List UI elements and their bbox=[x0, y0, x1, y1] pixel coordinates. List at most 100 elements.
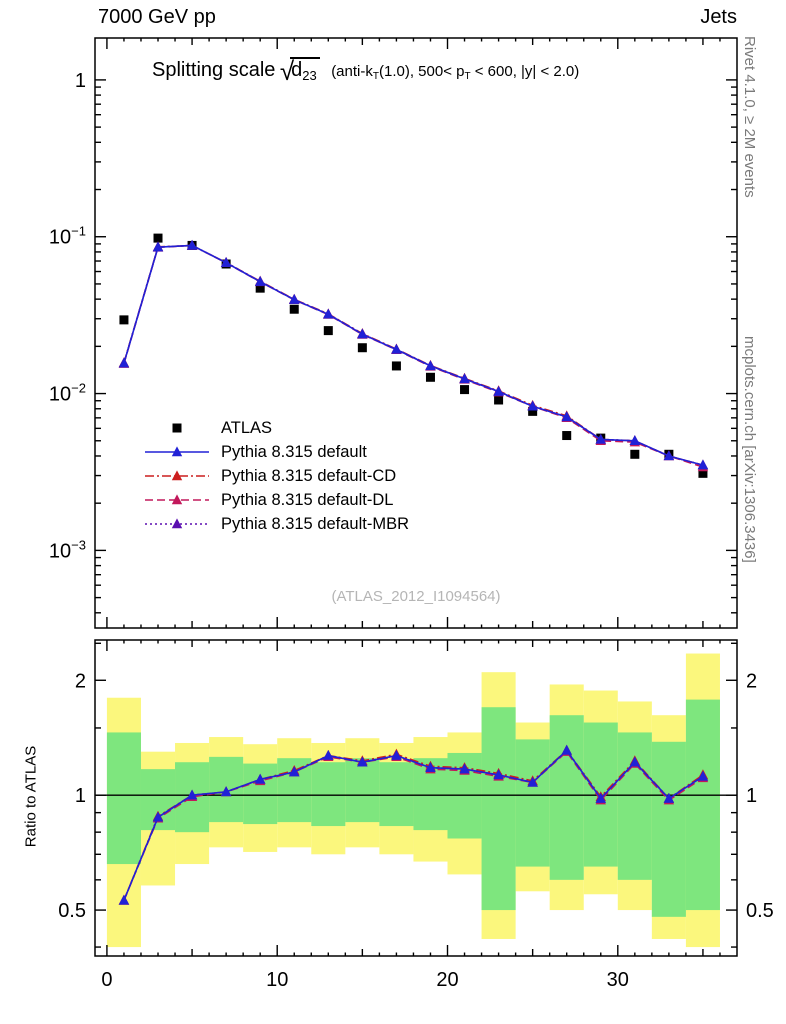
band-inner bbox=[379, 762, 414, 827]
svg-text:0.5: 0.5 bbox=[746, 900, 774, 922]
legend-label-pythia-default-dl: Pythia 8.315 default-DL bbox=[221, 490, 394, 509]
triangle-marker bbox=[289, 294, 300, 304]
svg-text:2: 2 bbox=[75, 670, 86, 692]
legend-label-pythia-default-cd: Pythia 8.315 default-CD bbox=[221, 466, 397, 485]
triangle-marker bbox=[220, 257, 232, 267]
square-marker bbox=[562, 431, 572, 441]
band-inner bbox=[481, 707, 516, 911]
svg-text:0.5: 0.5 bbox=[58, 900, 86, 922]
svg-text:30: 30 bbox=[607, 969, 629, 991]
triangle-marker bbox=[663, 450, 675, 461]
band-inner bbox=[515, 739, 550, 867]
header-beam-label: 7000 GeV pp bbox=[98, 6, 216, 28]
legend-label-pythia-default-mbr: Pythia 8.315 default-MBR bbox=[221, 514, 410, 533]
triangle-marker bbox=[186, 789, 198, 800]
band-inner bbox=[106, 732, 141, 865]
band-inner bbox=[243, 763, 278, 825]
legend-item-atlas: ATLAS bbox=[142, 416, 409, 440]
square-marker bbox=[528, 406, 538, 416]
triangle-marker bbox=[152, 811, 164, 822]
legend-item-pythia-default-dl: Pythia 8.315 default-DL bbox=[142, 488, 409, 512]
legend-swatch-pythia-default-dl bbox=[145, 494, 209, 505]
rivet-version-note: Rivet 4.1.0, ≥ 2M events bbox=[741, 36, 758, 198]
mcplots-arxiv-note: mcplots.cern.ch [arXiv:1306.3436] bbox=[741, 336, 758, 563]
triangle-marker bbox=[527, 400, 538, 411]
triangle-marker bbox=[425, 762, 436, 772]
triangle-marker bbox=[391, 749, 402, 760]
triangle-marker bbox=[561, 744, 572, 755]
triangle-marker bbox=[629, 756, 641, 767]
square-marker bbox=[357, 343, 367, 353]
triangle-marker bbox=[697, 459, 709, 470]
triangle-marker bbox=[186, 239, 198, 250]
triangle-marker bbox=[220, 786, 232, 797]
square-marker bbox=[323, 326, 333, 336]
triangle-marker bbox=[527, 776, 538, 787]
svg-text:0: 0 bbox=[101, 969, 112, 991]
band-inner bbox=[549, 715, 584, 880]
triangle-marker bbox=[391, 343, 402, 354]
triangle-marker bbox=[152, 241, 164, 252]
square-marker bbox=[119, 315, 129, 325]
triangle-marker bbox=[595, 792, 606, 803]
triangle-marker bbox=[118, 894, 130, 905]
title-selection-text: (anti-kT(1.0), 500< pT < 600, |y| < 2.0) bbox=[331, 63, 580, 82]
legend-label-atlas: ATLAS bbox=[221, 418, 273, 437]
square-marker bbox=[391, 361, 401, 371]
triangle-marker bbox=[289, 766, 300, 777]
square-marker bbox=[153, 233, 163, 243]
svg-text:20: 20 bbox=[436, 969, 458, 991]
triangle-marker bbox=[629, 435, 641, 445]
triangle-marker bbox=[357, 756, 368, 767]
series-pythia-default bbox=[118, 744, 709, 905]
sqrt-symbol: √ bbox=[279, 56, 295, 86]
band-inner bbox=[617, 732, 652, 880]
legend-item-pythia-default: Pythia 8.315 default bbox=[142, 440, 409, 464]
band-inner bbox=[685, 699, 720, 911]
triangle-marker bbox=[254, 773, 266, 784]
triangle-marker bbox=[459, 763, 470, 774]
svg-text:1: 1 bbox=[75, 70, 86, 92]
series-pythia-default bbox=[118, 239, 709, 470]
ratio-axis-label: Ratio to ATLAS bbox=[22, 745, 40, 848]
axis-tick-labels: 110−110−210−30.5 0.51 12 20 10 20 30 bbox=[49, 70, 774, 991]
svg-text:10−3: 10−3 bbox=[49, 537, 86, 562]
triangle-marker bbox=[697, 770, 709, 781]
svg-text:1: 1 bbox=[75, 785, 86, 807]
ratio-uncertainty-bands bbox=[106, 653, 720, 948]
square-marker bbox=[494, 395, 504, 405]
triangle-marker bbox=[493, 385, 504, 396]
square-marker bbox=[425, 372, 435, 382]
svg-text:10−1: 10−1 bbox=[49, 224, 86, 249]
svg-text:10−2: 10−2 bbox=[49, 381, 86, 406]
triangle-marker bbox=[425, 360, 436, 371]
legend-swatch-atlas bbox=[172, 423, 182, 433]
square-marker bbox=[630, 449, 640, 459]
analysis-watermark: (ATLAS_2012_I1094564) bbox=[331, 588, 501, 605]
legend: ATLAS Pythia 8.315 default Pythia 8.315 de… bbox=[142, 416, 409, 536]
triangle-marker bbox=[254, 276, 266, 286]
triangle-marker bbox=[459, 373, 470, 384]
square-marker bbox=[289, 304, 299, 314]
triangle-marker bbox=[323, 308, 334, 319]
svg-text:10: 10 bbox=[266, 969, 288, 991]
band-inner bbox=[345, 758, 380, 823]
legend-swatch-pythia-default bbox=[145, 446, 209, 457]
triangle-marker bbox=[323, 749, 334, 760]
legend-swatch-pythia-default-cd bbox=[145, 470, 209, 481]
title-main-text: Splitting scale bbox=[152, 59, 276, 81]
svg-text:1: 1 bbox=[746, 785, 757, 807]
header-process-label: Jets bbox=[700, 6, 737, 28]
svg-text:2: 2 bbox=[746, 670, 757, 692]
main-panel-frame bbox=[94, 37, 738, 629]
title-observable: d23 bbox=[290, 57, 320, 82]
triangle-marker bbox=[118, 357, 130, 368]
triangle-marker bbox=[595, 433, 606, 444]
band-inner bbox=[311, 762, 346, 827]
triangle-marker bbox=[357, 328, 368, 339]
plot-title: Splitting scale √d23 (anti-kT(1.0), 500<… bbox=[152, 56, 579, 87]
ratio-panel-frame bbox=[94, 639, 738, 957]
square-marker bbox=[460, 385, 470, 395]
